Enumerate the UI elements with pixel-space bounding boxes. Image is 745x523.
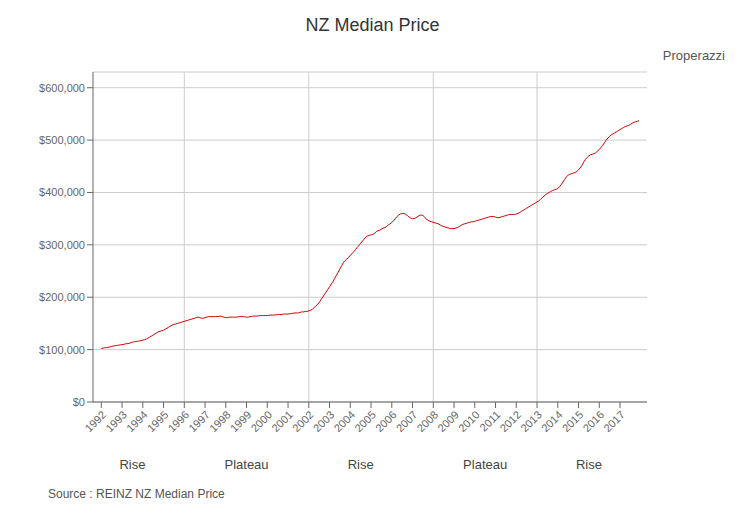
svg-text:2005: 2005 <box>352 408 378 434</box>
svg-text:Rise: Rise <box>576 457 602 472</box>
svg-text:2017: 2017 <box>601 408 627 434</box>
svg-text:1998: 1998 <box>207 408 233 434</box>
svg-text:2008: 2008 <box>414 408 440 434</box>
svg-text:2002: 2002 <box>290 408 316 434</box>
svg-text:2012: 2012 <box>497 408 523 434</box>
svg-text:1999: 1999 <box>228 408 254 434</box>
html-text:NZ Median Price: NZ Median Price <box>305 15 440 35</box>
svg-text:2016: 2016 <box>580 408 606 434</box>
svg-text:1992: 1992 <box>82 408 108 434</box>
svg-text:1995: 1995 <box>145 408 171 434</box>
svg-text:1993: 1993 <box>103 408 129 434</box>
svg-text:2014: 2014 <box>539 408 565 434</box>
svg-text:2011: 2011 <box>477 408 502 433</box>
svg-text:Rise: Rise <box>348 457 374 472</box>
svg-text:$500,000: $500,000 <box>39 134 85 146</box>
svg-text:2013: 2013 <box>518 408 544 434</box>
svg-text:1994: 1994 <box>124 408 150 434</box>
svg-text:2009: 2009 <box>435 408 461 434</box>
svg-text:1996: 1996 <box>165 408 191 434</box>
svg-text:2007: 2007 <box>394 408 420 434</box>
svg-text:2010: 2010 <box>456 408 482 434</box>
html-text:Properazzi: Properazzi <box>662 48 725 63</box>
svg-text:$300,000: $300,000 <box>39 239 85 251</box>
svg-text:2015: 2015 <box>560 408 586 434</box>
svg-text:2004: 2004 <box>331 408 357 434</box>
svg-text:Rise: Rise <box>119 457 145 472</box>
svg-text:2001: 2001 <box>269 408 295 434</box>
svg-text:$0: $0 <box>73 396 85 408</box>
svg-text:$200,000: $200,000 <box>39 291 85 303</box>
svg-text:Plateau: Plateau <box>463 457 507 472</box>
svg-text:$100,000: $100,000 <box>39 344 85 356</box>
svg-text:$600,000: $600,000 <box>39 82 85 94</box>
svg-text:Plateau: Plateau <box>224 457 268 472</box>
html-text:Source : REINZ NZ Median Price: Source : REINZ NZ Median Price <box>48 487 225 501</box>
svg-text:2003: 2003 <box>311 408 337 434</box>
svg-text:1997: 1997 <box>186 408 212 434</box>
svg-text:2006: 2006 <box>373 408 399 434</box>
svg-text:$400,000: $400,000 <box>39 186 85 198</box>
svg-text:2000: 2000 <box>248 408 274 434</box>
